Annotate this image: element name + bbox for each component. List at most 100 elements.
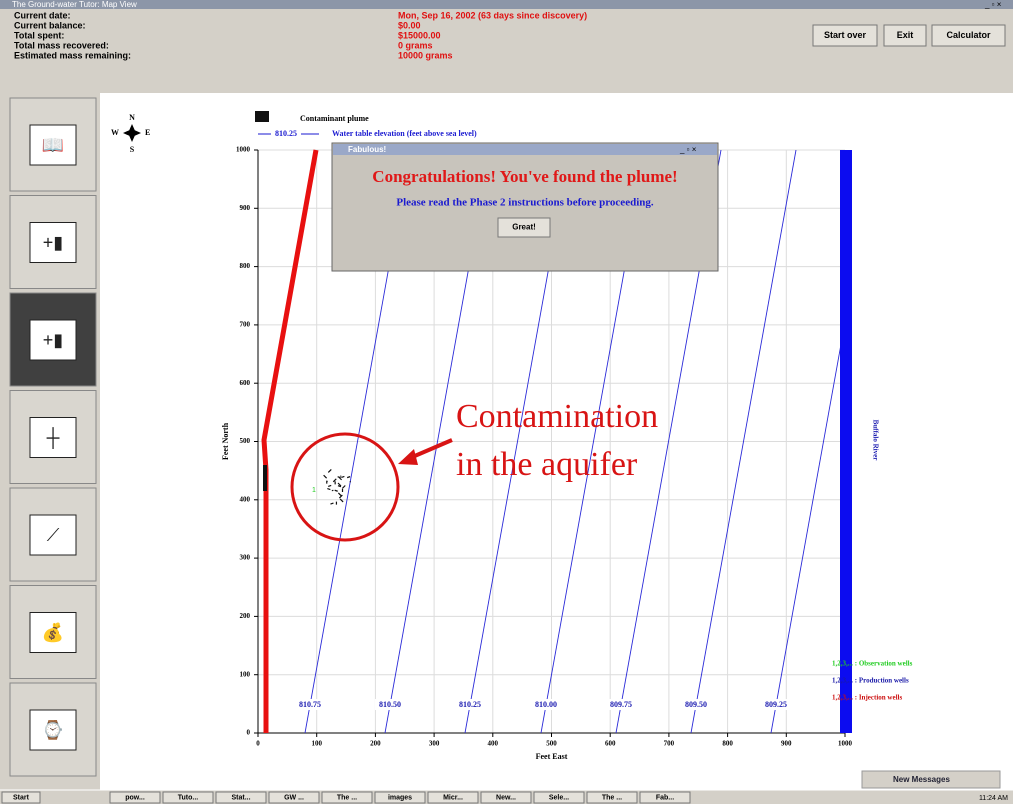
x-tick-label: 200 xyxy=(370,740,381,748)
header-button[interactable] xyxy=(883,24,927,47)
taskbar-item[interactable] xyxy=(427,791,479,804)
taskbar-item[interactable] xyxy=(321,791,373,804)
contour-label-bg xyxy=(531,699,561,710)
annotation-text: Contamination xyxy=(456,398,658,435)
dialog-button-label: Great! xyxy=(512,223,536,232)
contour-label-bg xyxy=(295,699,325,710)
x-tick-label: 100 xyxy=(311,740,322,748)
status-label: Total mass recovered: xyxy=(14,40,109,50)
dialog-heading: Congratulations! You've found the plume! xyxy=(372,167,677,186)
y-tick-label: 700 xyxy=(240,321,251,329)
plume-swatch xyxy=(255,111,269,122)
taskbar-item-label: Sele... xyxy=(549,794,569,801)
compass-s: S xyxy=(130,145,135,154)
window-title: The Ground-water Tutor: Map View xyxy=(12,0,137,9)
contour-label-bg xyxy=(761,699,791,710)
compass-e: E xyxy=(145,128,150,137)
legend-contour: Water table elevation (feet above sea le… xyxy=(332,129,477,138)
taskbar-item-label: New... xyxy=(496,794,516,801)
dialog-title: Fabulous! xyxy=(348,145,386,154)
y-tick-label: 300 xyxy=(240,554,251,562)
contour-label-bg xyxy=(681,699,711,710)
dialog-controls[interactable]: _ ▫ × xyxy=(679,145,697,154)
contour-label: 810.00 xyxy=(535,700,557,709)
notification xyxy=(861,770,1001,789)
taskbar-item[interactable] xyxy=(268,791,320,804)
dialog-button[interactable] xyxy=(497,217,551,238)
x-tick-label: 600 xyxy=(605,740,616,748)
status-label: Estimated mass remaining: xyxy=(14,50,131,60)
taskbar-item-label: Tuto... xyxy=(178,794,199,801)
taskbar-item[interactable] xyxy=(586,791,638,804)
header-button-label: Exit xyxy=(897,30,914,40)
tool-button[interactable] xyxy=(9,195,97,289)
contour-label-bg xyxy=(375,699,405,710)
dialog-message: Please read the Phase 2 instructions bef… xyxy=(396,197,654,209)
contour-label: 809.25 xyxy=(765,700,787,709)
x-tick-label: 500 xyxy=(546,740,557,748)
taskbar-item[interactable] xyxy=(215,791,267,804)
x-tick-label: 800 xyxy=(722,740,733,748)
annotation-text: in the aquifer xyxy=(456,446,638,483)
contour-line xyxy=(690,150,797,733)
start-button[interactable] xyxy=(1,791,41,804)
y-tick-label: 600 xyxy=(240,379,251,387)
taskbar-item-label: pow... xyxy=(125,794,145,801)
tool-icon xyxy=(29,124,77,166)
taskbar-item[interactable] xyxy=(480,791,532,804)
contour-label-bg xyxy=(606,699,636,710)
tool-glyph: +▮ xyxy=(43,330,63,350)
tool-icon xyxy=(29,514,77,556)
tool-glyph: 💰 xyxy=(42,621,64,643)
y-tick-label: 500 xyxy=(240,437,251,445)
legend-contour-gap xyxy=(271,129,301,139)
dialog xyxy=(331,142,719,272)
start-button-label: Start xyxy=(13,794,30,801)
contour-label: 810.50 xyxy=(379,700,401,709)
status-label: Current date: xyxy=(14,10,71,20)
dialog-title-bar xyxy=(333,144,717,155)
taskbar-item[interactable] xyxy=(639,791,691,804)
tool-glyph: ⟋ xyxy=(47,525,60,545)
header-button-label: Calculator xyxy=(946,30,991,40)
window-controls[interactable]: _ ▫ × xyxy=(984,0,1002,9)
taskbar-item[interactable] xyxy=(533,791,585,804)
contour-label-bg xyxy=(455,699,485,710)
well-legend: 1,2,3,... : Production wells xyxy=(832,677,909,685)
annotation-circle xyxy=(290,432,400,542)
taskbar-item[interactable] xyxy=(109,791,161,804)
contour-label: 809.75 xyxy=(610,700,632,709)
y-tick-label: 100 xyxy=(240,670,251,678)
status-value: $0.00 xyxy=(398,20,421,30)
tool-glyph: 📖 xyxy=(42,135,64,155)
contour-label: 809.50 xyxy=(685,700,707,709)
tool-icon xyxy=(29,612,77,653)
header-button[interactable] xyxy=(931,24,1006,47)
x-axis-label: Feet East xyxy=(536,752,568,761)
annotation-arrow xyxy=(409,438,453,460)
contour-label: 810.25 xyxy=(459,700,481,709)
taskbar-item[interactable] xyxy=(162,791,214,804)
status-value: $15000.00 xyxy=(398,30,441,40)
tool-icon xyxy=(29,417,77,458)
status-value: 0 grams xyxy=(398,40,433,50)
river xyxy=(840,150,852,733)
y-axis-label: Feet North xyxy=(221,422,230,460)
compass-star xyxy=(123,124,141,142)
x-tick-label: 900 xyxy=(781,740,792,748)
legend-contour-gap xyxy=(319,129,330,139)
plume xyxy=(323,468,351,505)
tool-icon xyxy=(29,709,77,751)
x-tick-label: 1000 xyxy=(838,740,853,748)
tool-glyph: ┼ xyxy=(46,426,60,449)
well-legend: 1,2,3,... : Injection wells xyxy=(832,694,902,702)
y-tick-label: 800 xyxy=(240,262,251,270)
x-tick-label: 700 xyxy=(664,740,675,748)
taskbar-item-label: images xyxy=(388,794,412,801)
taskbar-item[interactable] xyxy=(374,791,426,804)
injection-marker xyxy=(263,465,267,491)
x-tick-label: 400 xyxy=(488,740,499,748)
header-button[interactable] xyxy=(812,24,878,47)
